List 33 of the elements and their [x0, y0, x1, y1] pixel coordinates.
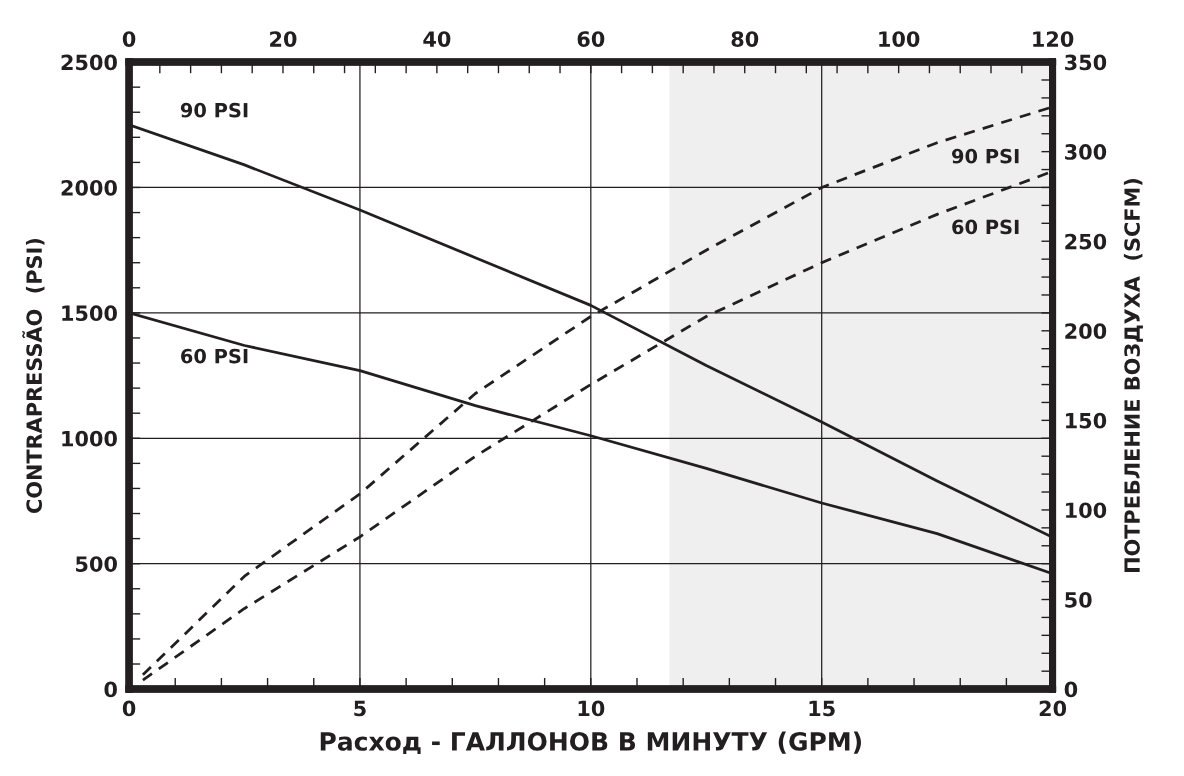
x2-tick-label: 100 [879, 31, 920, 47]
x2-tick-label: 0 [122, 31, 136, 47]
y2-tick-label: 300 [1065, 144, 1107, 160]
y2-tick-label: 0 [1064, 681, 1078, 698]
y2-tick-label: 100 [1066, 502, 1107, 519]
y-tick-label: 2500 [61, 54, 117, 71]
y2-tick-label: 250 [1065, 233, 1107, 250]
y-axis-title: CONTRAPRESSÃO (PSI) [22, 238, 45, 513]
y2-tick-label: 350 [1065, 54, 1107, 71]
x2-tick-label: 40 [423, 31, 451, 47]
y-tick-label: 500 [76, 556, 117, 572]
x-tick-label: 20 [1039, 700, 1067, 717]
y-tick-label: 0 [104, 681, 117, 698]
series-label: 60 PSI [952, 219, 1019, 235]
series-label: 60 PSI [181, 348, 248, 364]
x-tick-label: 10 [578, 700, 605, 717]
x-tick-label: 5 [354, 700, 366, 717]
x2-tick-label: 60 [577, 31, 605, 47]
x-tick-label: 0 [122, 700, 136, 717]
x-tick-label: 15 [809, 700, 835, 717]
y-tick-label: 1500 [62, 305, 117, 322]
series-label: 90 PSI [180, 102, 248, 118]
y-tick-label: 1000 [62, 430, 117, 447]
x2-tick-label: 120 [1033, 31, 1074, 47]
y2-tick-label: 50 [1065, 591, 1092, 608]
x-axis-title: Расход - ГАЛЛОНОВ В МИНУТУ (GPM) [320, 731, 861, 754]
y2-tick-label: 200 [1065, 323, 1107, 340]
y2-tick-label: 150 [1066, 412, 1107, 429]
x2-tick-label: 80 [731, 31, 759, 47]
x2-tick-label: 20 [270, 31, 297, 47]
y2-axis-title: ПОТРЕБЛЕНИЕ ВОЗДУХА (SCFM) [1123, 179, 1143, 572]
y-tick-label: 2000 [61, 179, 117, 196]
series-label: 90 PSI [951, 148, 1019, 164]
